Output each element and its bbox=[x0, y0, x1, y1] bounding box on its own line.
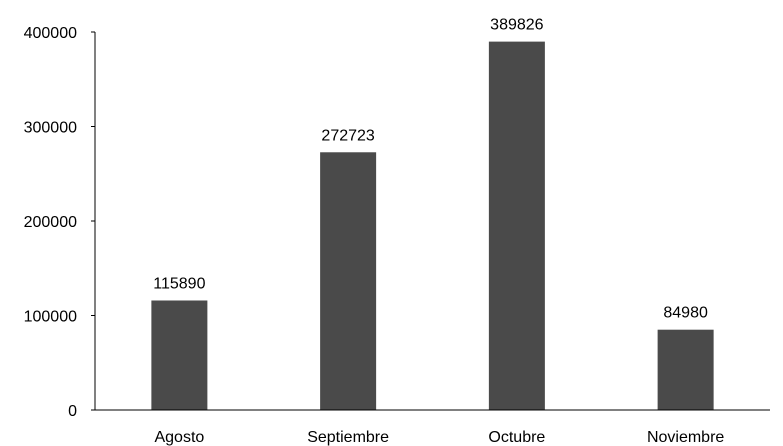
y-tick-label: 0 bbox=[68, 403, 77, 420]
x-category-label: Octubre bbox=[488, 429, 545, 446]
data-label-septiembre: 272723 bbox=[321, 127, 374, 144]
y-tick-label: 100000 bbox=[24, 309, 77, 326]
x-category-label: Agosto bbox=[154, 429, 204, 446]
data-label-agosto: 115890 bbox=[153, 275, 205, 292]
data-label-octubre: 389826 bbox=[490, 17, 543, 34]
x-axis-labels: Agosto Septiembre Octubre Noviembre bbox=[154, 429, 724, 446]
bar-octubre bbox=[488, 41, 545, 410]
bars-group bbox=[151, 41, 714, 410]
data-label-noviembre: 84980 bbox=[663, 305, 708, 322]
y-tick-label: 400000 bbox=[24, 25, 77, 42]
data-labels-group: 115890 272723 389826 84980 bbox=[153, 17, 708, 322]
y-axis-ticks: 0 100000 200000 300000 400000 bbox=[24, 25, 95, 420]
x-category-label: Noviembre bbox=[647, 429, 724, 446]
bar-agosto bbox=[151, 300, 208, 410]
bar-septiembre bbox=[320, 152, 377, 410]
x-category-label: Septiembre bbox=[307, 429, 389, 446]
y-tick-label: 200000 bbox=[24, 214, 77, 231]
axes-group bbox=[94, 32, 770, 411]
bar-noviembre bbox=[657, 329, 714, 410]
y-tick-label: 300000 bbox=[24, 120, 77, 137]
